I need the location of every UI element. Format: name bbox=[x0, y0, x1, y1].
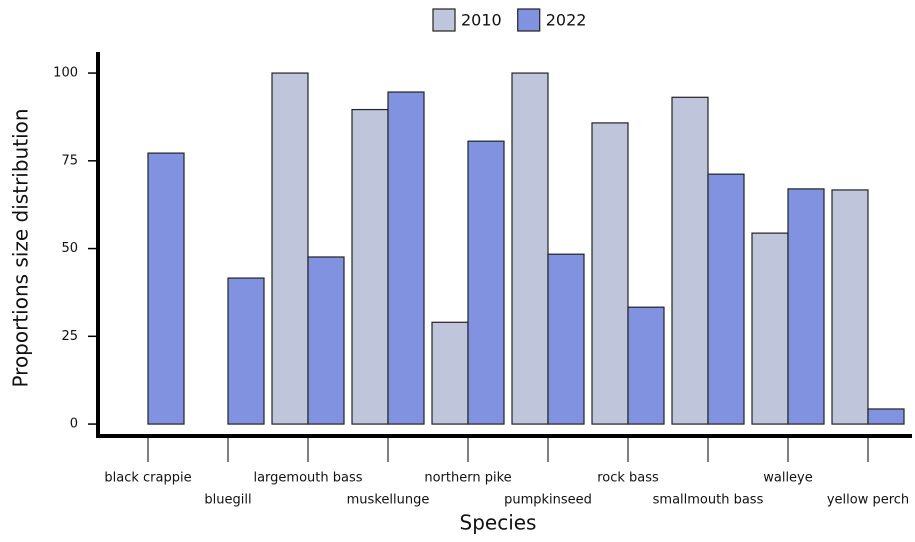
y-tick-label: 0 bbox=[70, 417, 78, 432]
legend-label: 2022 bbox=[546, 11, 587, 30]
x-tick-label: rock bass bbox=[597, 471, 659, 486]
x-axis-title: Species bbox=[460, 511, 537, 535]
bar bbox=[867, 408, 905, 425]
bar bbox=[671, 96, 709, 425]
bar bbox=[307, 256, 345, 425]
bar bbox=[227, 277, 265, 425]
legend-swatch bbox=[517, 8, 541, 32]
bar bbox=[591, 122, 629, 425]
bar bbox=[147, 152, 185, 425]
legend-label: 2010 bbox=[461, 11, 502, 30]
x-tick-label: muskellunge bbox=[347, 493, 430, 508]
y-tick-label: 25 bbox=[61, 329, 78, 344]
x-tick-label: walleye bbox=[763, 471, 813, 486]
bar bbox=[271, 72, 309, 425]
bar bbox=[351, 108, 389, 425]
bar bbox=[787, 188, 825, 425]
x-tick-label: northern pike bbox=[424, 471, 511, 486]
x-tick-label: bluegill bbox=[204, 493, 251, 508]
y-tick-label: 100 bbox=[53, 66, 78, 81]
x-tick-label: black crappie bbox=[104, 471, 191, 486]
x-tick-label: largemouth bass bbox=[253, 471, 362, 486]
bar bbox=[547, 253, 585, 425]
y-tick-label: 50 bbox=[61, 241, 78, 256]
bar bbox=[707, 173, 745, 425]
legend-swatch bbox=[432, 8, 456, 32]
y-axis-title: Proportions size distribution bbox=[9, 108, 33, 387]
bar bbox=[387, 91, 425, 425]
bar bbox=[627, 306, 665, 425]
bar bbox=[831, 189, 869, 425]
bar bbox=[751, 232, 789, 425]
bar bbox=[467, 140, 505, 425]
x-tick-label: yellow perch bbox=[827, 493, 909, 508]
y-tick-label: 75 bbox=[61, 153, 78, 168]
bar bbox=[431, 321, 469, 425]
x-tick-label: pumpkinseed bbox=[504, 493, 592, 508]
x-tick-label: smallmouth bass bbox=[653, 493, 764, 508]
bar bbox=[511, 72, 549, 425]
